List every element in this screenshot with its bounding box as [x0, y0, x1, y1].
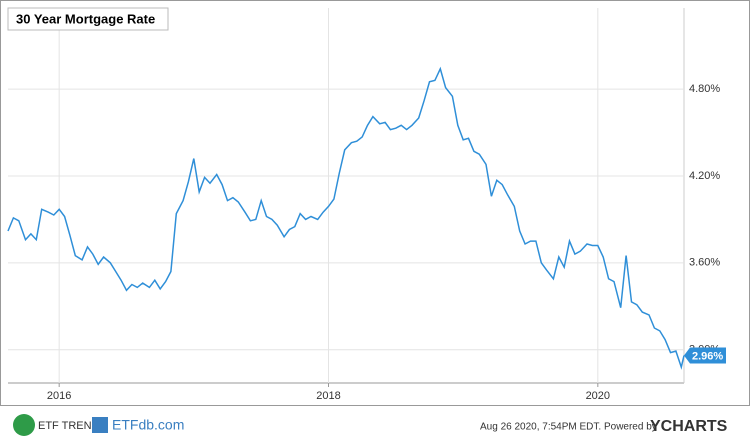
- x-tick-label: 2018: [316, 390, 340, 402]
- line-series: [7, 66, 685, 370]
- title-box: [7, 7, 169, 31]
- brand-left: ETF TRENDS: [38, 420, 107, 432]
- x-tick-label: 2020: [586, 390, 610, 402]
- y-tick-label: 4.20%: [689, 170, 720, 182]
- footer: ETF TRENDS ETFdb.com Aug 26 2020, 7:54PM…: [13, 414, 728, 436]
- etf-trends-logo: [13, 414, 35, 436]
- timestamp: Aug 26 2020, 7:54PM EDT. Powered by: [480, 422, 657, 433]
- y-tick-label: 3.60%: [689, 257, 720, 269]
- chart-title: 30 Year Mortgage Rate: [16, 11, 155, 26]
- ycharts-logo: YCHARTS: [650, 418, 728, 435]
- current-value-label: 2.96%: [692, 350, 723, 362]
- y-tick-label: 4.80%: [689, 83, 720, 95]
- etfdb-logo: [92, 417, 108, 433]
- chart-frame: [0, 0, 750, 406]
- brand-right: ETFdb.com: [112, 417, 184, 433]
- x-tick-label: 2016: [47, 390, 71, 402]
- current-value-flag: [684, 347, 726, 364]
